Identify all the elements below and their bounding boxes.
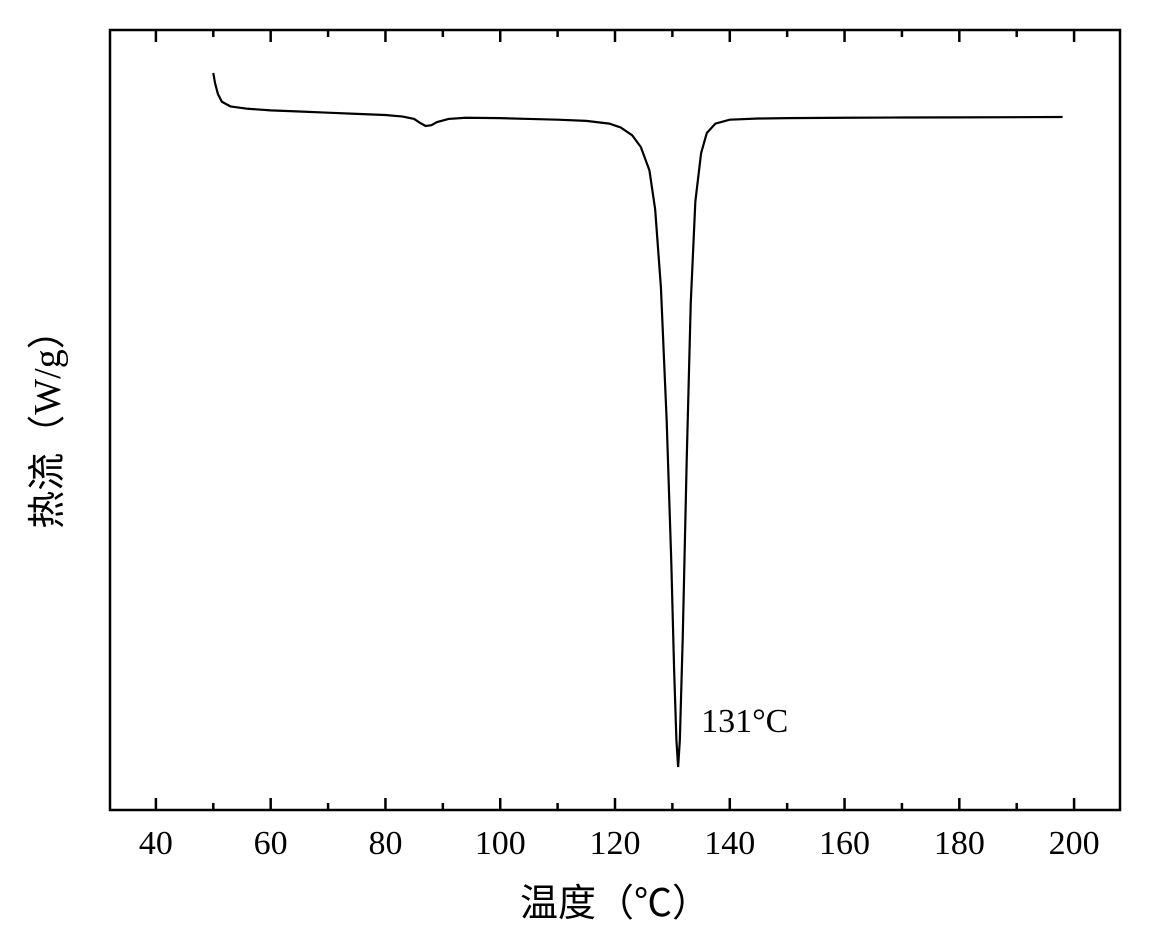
x-tick-label: 120 [590, 825, 641, 862]
dsc-curve [213, 73, 1062, 767]
x-tick-label: 80 [368, 825, 402, 862]
plot-frame [110, 30, 1120, 810]
x-axis-label: 温度（℃） [520, 883, 710, 925]
x-tick-label: 140 [704, 825, 755, 862]
peak-annotation: 131°C [701, 703, 788, 740]
y-axis-label: 热流（W/g） [27, 311, 69, 528]
x-tick-label: 160 [819, 825, 870, 862]
chart-svg: 40 60 80 100 120 140 160 180 200 温度（℃） 热流（W/g） 131°… [0, 0, 1165, 931]
x-tick-label: 60 [254, 825, 288, 862]
x-tick-label: 100 [475, 825, 526, 862]
dsc-chart: 40 60 80 100 120 140 160 180 200 温度（℃） 热流（W/g） 131°… [0, 0, 1165, 931]
x-tick-label: 40 [139, 825, 173, 862]
x-tick-label: 200 [1049, 825, 1100, 862]
x-tick-label: 180 [934, 825, 985, 862]
